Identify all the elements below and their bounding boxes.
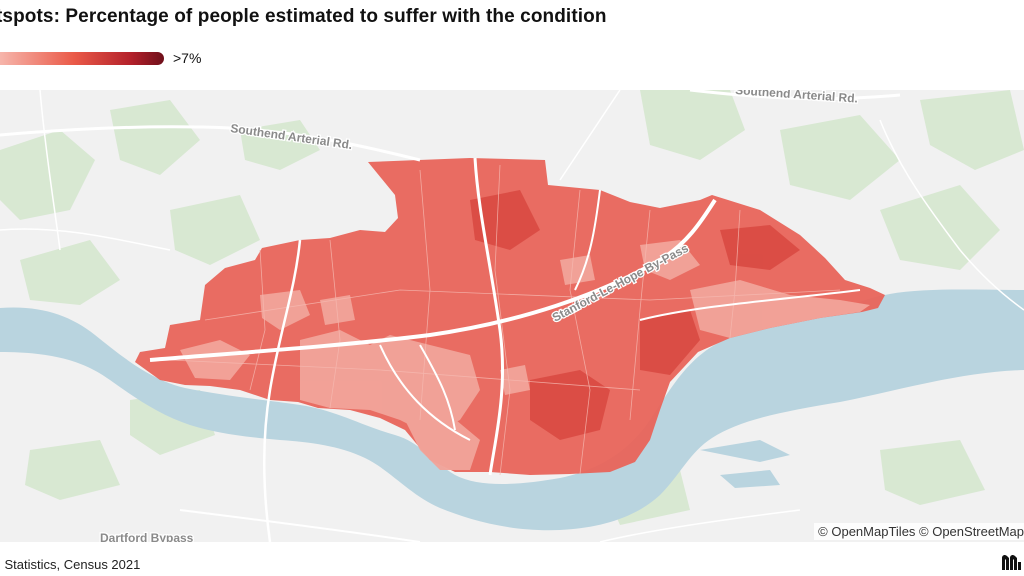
high-prevalence-areas xyxy=(470,190,800,440)
area-boundaries xyxy=(169,164,841,476)
map-canvas[interactable]: Southend Arterial Rd. Southend Arterial … xyxy=(0,90,1024,542)
map-attribution[interactable]: © OpenMapTiles © OpenStreetMap xyxy=(814,523,1024,540)
map-view[interactable]: Southend Arterial Rd. Southend Arterial … xyxy=(0,90,1024,542)
legend-gradient-bar xyxy=(0,52,164,65)
publisher-logo-icon xyxy=(1002,554,1021,570)
road-network xyxy=(0,90,1024,542)
choropleth-region[interactable] xyxy=(135,158,885,476)
creek-marks xyxy=(700,440,790,488)
road-label-dartford: Dartford Bypass xyxy=(100,531,194,542)
source-note: l Statistics, Census 2021 xyxy=(0,557,141,572)
river-thames xyxy=(0,289,1024,531)
chart-title: tspots: Percentage of people estimated t… xyxy=(0,6,607,27)
legend-max-label: >7% xyxy=(173,50,202,66)
park-areas xyxy=(0,90,1024,525)
